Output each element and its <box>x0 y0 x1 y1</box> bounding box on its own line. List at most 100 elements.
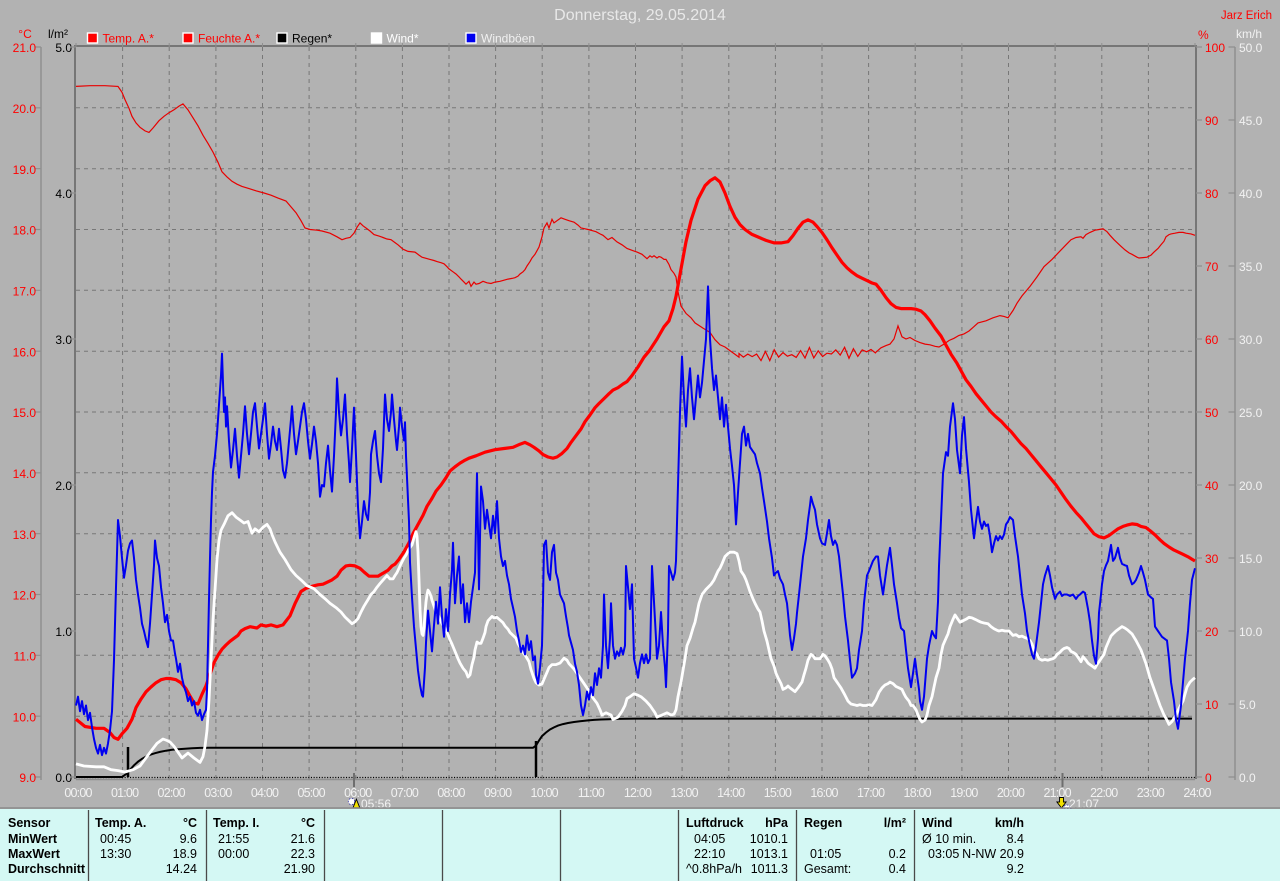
svg-text:MinWert: MinWert <box>8 832 58 846</box>
svg-text:Temp. A.*: Temp. A.* <box>103 32 155 46</box>
svg-text:MaxWert: MaxWert <box>8 847 61 861</box>
svg-text:Windböen: Windböen <box>481 32 535 46</box>
svg-text:08:00: 08:00 <box>437 786 465 800</box>
svg-text:1010.1: 1010.1 <box>750 832 788 846</box>
svg-text:Donnerstag, 29.05.2014: Donnerstag, 29.05.2014 <box>554 7 726 24</box>
svg-text:Wind*: Wind* <box>387 32 419 46</box>
svg-text:13.0: 13.0 <box>13 528 37 542</box>
svg-text:06:00: 06:00 <box>344 786 372 800</box>
svg-text:^0.8hPa/h: ^0.8hPa/h <box>686 862 742 876</box>
svg-text:19.0: 19.0 <box>13 163 37 177</box>
svg-text:9.2: 9.2 <box>1007 862 1024 876</box>
svg-text:Wind: Wind <box>922 816 952 830</box>
svg-text:%: % <box>1198 28 1209 42</box>
svg-text:°C: °C <box>183 816 197 830</box>
svg-text:14.24: 14.24 <box>166 862 197 876</box>
svg-text:Regen: Regen <box>804 816 842 830</box>
svg-text:km/h: km/h <box>995 816 1024 830</box>
svg-text:20.0: 20.0 <box>13 102 37 116</box>
svg-text:25.0: 25.0 <box>1239 406 1263 420</box>
svg-text:30.0: 30.0 <box>1239 333 1263 347</box>
svg-text:50: 50 <box>1205 406 1219 420</box>
svg-text:00:00: 00:00 <box>218 847 249 861</box>
svg-text:07:00: 07:00 <box>391 786 419 800</box>
svg-text:1013.1: 1013.1 <box>750 847 788 861</box>
svg-text:2.0: 2.0 <box>55 479 72 493</box>
svg-text:10.0: 10.0 <box>1239 625 1263 639</box>
svg-text:80: 80 <box>1205 187 1219 201</box>
svg-text:hPa: hPa <box>765 816 789 830</box>
svg-text:16.0: 16.0 <box>13 345 37 359</box>
svg-text:0: 0 <box>1205 771 1212 785</box>
svg-text:°C: °C <box>18 27 32 41</box>
svg-text:1.0: 1.0 <box>55 625 72 639</box>
svg-text:22.3: 22.3 <box>291 847 315 861</box>
svg-text:Sensor: Sensor <box>8 816 51 830</box>
svg-text:10: 10 <box>1205 698 1219 712</box>
svg-text:km/h: km/h <box>1236 27 1262 41</box>
svg-text:Jarz Erich: Jarz Erich <box>1221 10 1272 22</box>
svg-text:15.0: 15.0 <box>13 406 37 420</box>
svg-text:5.0: 5.0 <box>1239 698 1256 712</box>
svg-text:35.0: 35.0 <box>1239 260 1263 274</box>
svg-text:21.0: 21.0 <box>13 41 37 55</box>
svg-text:23:00: 23:00 <box>1137 786 1165 800</box>
svg-text:18.9: 18.9 <box>173 847 197 861</box>
svg-text:21:00: 21:00 <box>1043 786 1071 800</box>
svg-text:1011.3: 1011.3 <box>751 862 788 876</box>
svg-text:0.0: 0.0 <box>1239 771 1256 785</box>
svg-text:22:10: 22:10 <box>694 847 725 861</box>
svg-text:9.6: 9.6 <box>180 832 197 846</box>
svg-text:0.0: 0.0 <box>55 771 72 785</box>
svg-text:10.0: 10.0 <box>13 710 37 724</box>
svg-text:18.0: 18.0 <box>13 224 37 238</box>
svg-text:60: 60 <box>1205 333 1219 347</box>
svg-text:12.0: 12.0 <box>13 589 37 603</box>
svg-text:14.0: 14.0 <box>13 467 37 481</box>
svg-text:5.0: 5.0 <box>55 41 72 55</box>
svg-text:50.0: 50.0 <box>1239 41 1263 55</box>
svg-text:03:05: 03:05 <box>928 847 959 861</box>
svg-text:13:00: 13:00 <box>670 786 698 800</box>
svg-text:40: 40 <box>1205 479 1219 493</box>
svg-text:17:00: 17:00 <box>857 786 885 800</box>
svg-text:0.2: 0.2 <box>889 847 906 861</box>
svg-text:21:55: 21:55 <box>218 832 249 846</box>
svg-text:12:00: 12:00 <box>624 786 652 800</box>
svg-text:21:07: 21:07 <box>1069 797 1099 811</box>
svg-text:4.0: 4.0 <box>55 187 72 201</box>
svg-text:8.4: 8.4 <box>1007 832 1024 846</box>
svg-text:19:00: 19:00 <box>950 786 978 800</box>
svg-text:05:00: 05:00 <box>297 786 325 800</box>
svg-text:03:00: 03:00 <box>204 786 232 800</box>
svg-text:0.4: 0.4 <box>889 862 906 876</box>
svg-text:Temp. A.: Temp. A. <box>95 816 146 830</box>
svg-text:01:05: 01:05 <box>810 847 841 861</box>
svg-text:Feuchte A.*: Feuchte A.* <box>198 32 260 46</box>
svg-text:01:00: 01:00 <box>111 786 139 800</box>
svg-text:05:56: 05:56 <box>361 797 391 811</box>
svg-text:16:00: 16:00 <box>810 786 838 800</box>
svg-text:21.6: 21.6 <box>291 832 315 846</box>
svg-text:20.0: 20.0 <box>1239 479 1263 493</box>
svg-text:Durchschnitt: Durchschnitt <box>8 862 86 876</box>
svg-text:N-NW 20.9: N-NW 20.9 <box>962 847 1024 861</box>
svg-text:13:30: 13:30 <box>100 847 131 861</box>
svg-text:l/m²: l/m² <box>884 816 906 830</box>
svg-text:00:00: 00:00 <box>64 786 92 800</box>
svg-text:20: 20 <box>1205 625 1219 639</box>
svg-text:Ø 10 min.: Ø 10 min. <box>922 832 976 846</box>
svg-text:90: 90 <box>1205 114 1219 128</box>
svg-text:22:00: 22:00 <box>1090 786 1118 800</box>
svg-text:15:00: 15:00 <box>764 786 792 800</box>
svg-text:04:00: 04:00 <box>251 786 279 800</box>
svg-text:°C: °C <box>301 816 315 830</box>
svg-text:9.0: 9.0 <box>19 771 36 785</box>
svg-text:09:00: 09:00 <box>484 786 512 800</box>
svg-text:Temp. I.: Temp. I. <box>213 816 259 830</box>
svg-text:21.90: 21.90 <box>284 862 315 876</box>
svg-text:Luftdruck: Luftdruck <box>686 816 744 830</box>
svg-text:l/m²: l/m² <box>48 27 68 41</box>
svg-text:02:00: 02:00 <box>158 786 186 800</box>
svg-text:15.0: 15.0 <box>1239 552 1263 566</box>
